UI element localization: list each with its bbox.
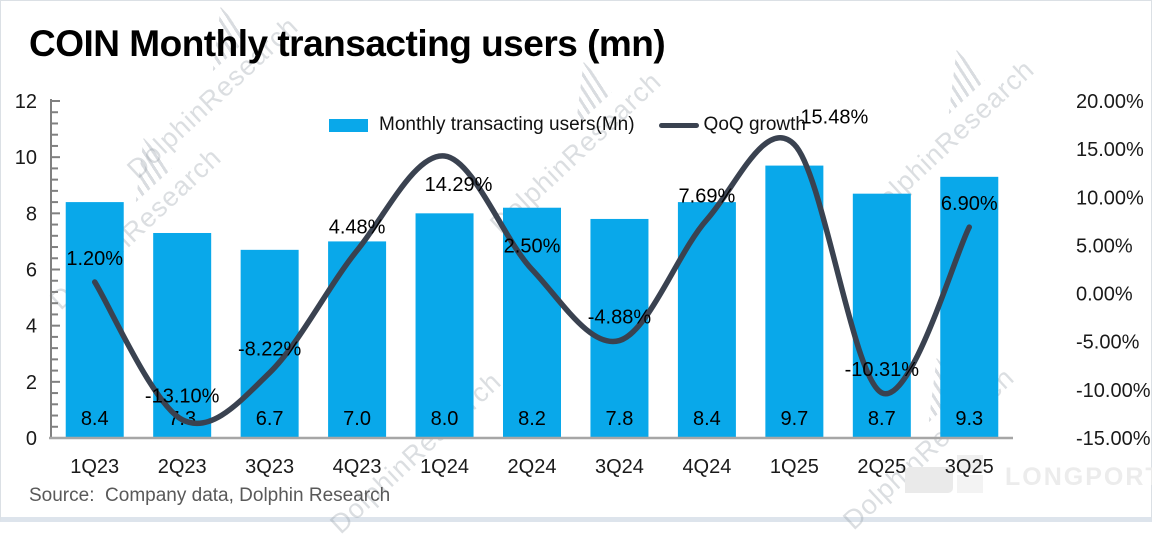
right-axis: 20.00% 15.00% 10.00% 5.00% 0.00% -5.00% -10.00…	[1076, 91, 1151, 450]
qoq-label: 1.20%	[66, 248, 123, 270]
qoq-label: 7.69%	[679, 186, 736, 208]
bar-3Q25	[940, 176, 999, 438]
left-axis-tick: 2	[26, 372, 37, 394]
x-label-2Q23: 2Q23	[158, 456, 207, 478]
x-axis-labels: 1Q23 2Q23 3Q23 4Q23 1Q24 2Q24 3Q24 4Q24 1Q25 2Q25…	[70, 456, 993, 478]
bar-value-label: 9.3	[955, 408, 983, 430]
right-axis-tick: -5.00%	[1076, 332, 1140, 354]
qoq-label: 2.50%	[504, 236, 561, 258]
left-axis-tick: 0	[26, 428, 37, 450]
x-label-4Q24: 4Q24	[682, 456, 731, 478]
legend-bar-label: Monthly transacting users(Mn)	[379, 114, 635, 135]
bar-value-label: 9.7	[780, 408, 808, 430]
qoq-label: -13.10%	[145, 386, 220, 408]
qoq-label: -4.88%	[588, 307, 652, 329]
right-axis-tick: 0.00%	[1076, 284, 1133, 306]
source-note: Source: Company data, Dolphin Research	[29, 485, 391, 506]
x-label-2Q24: 2Q24	[508, 456, 557, 478]
qoq-label: 15.48%	[800, 107, 868, 129]
qoq-label: -10.31%	[845, 359, 920, 381]
bar-value-label: 8.4	[693, 408, 721, 430]
x-label-1Q25: 1Q25	[770, 456, 819, 478]
x-label-3Q24: 3Q24	[595, 456, 644, 478]
left-axis-tick: 10	[15, 147, 37, 169]
right-axis-tick: 10.00%	[1076, 187, 1144, 209]
legend-bar-swatch	[329, 118, 368, 132]
legend-line-label: QoQ growth	[703, 114, 806, 135]
bar-value-label: 8.4	[81, 408, 109, 430]
x-label-1Q24: 1Q24	[420, 456, 469, 478]
right-axis-tick: 20.00%	[1076, 91, 1144, 113]
qoq-label: 6.90%	[941, 193, 998, 215]
legend: Monthly transacting users(Mn) QoQ growth	[329, 114, 806, 136]
qoq-label: 14.29%	[425, 174, 493, 196]
bar-value-label: 7.8	[606, 408, 634, 430]
line-labels: 1.20% -13.10% -8.22% 4.48% 14.29% 2.50% -4.88%…	[66, 107, 997, 408]
bar-1Q25	[765, 165, 824, 438]
bar-value-label: 7.0	[343, 408, 371, 430]
right-axis-tick: -10.00%	[1076, 380, 1151, 402]
bar-value-label: 8.7	[868, 408, 896, 430]
x-label-3Q23: 3Q23	[245, 456, 294, 478]
right-axis-tick: 5.00%	[1076, 235, 1133, 257]
longport-logo-text: LONGPORT	[1005, 463, 1152, 491]
bar-1Q24	[415, 213, 474, 438]
qoq-growth-line	[91, 135, 973, 427]
bar-3Q23	[240, 249, 299, 438]
chart-title: COIN Monthly transacting users (mn)	[29, 23, 666, 64]
left-axis-tick: 4	[26, 316, 37, 338]
combo-chart: 8.4 7.3 6.7 7.0 8.0 8.2 7.8 8.4 9.7 8.7 9.30246810…	[15, 91, 1151, 478]
longport-logo: LONGPORT	[905, 453, 1152, 493]
left-axis-tick: 8	[26, 203, 37, 225]
left-axis-tick: 6	[26, 260, 37, 282]
x-label-3Q25: 3Q25	[945, 456, 994, 478]
legend-line-swatch	[658, 122, 699, 128]
qoq-label: -8.22%	[238, 339, 302, 361]
left-axis-tick: 12	[15, 91, 37, 113]
x-label-2Q25: 2Q25	[857, 456, 906, 478]
bar-2Q25	[852, 193, 911, 438]
x-label-4Q23: 4Q23	[333, 456, 382, 478]
longport-bars-icon	[957, 453, 983, 493]
right-axis-tick: 15.00%	[1076, 139, 1144, 161]
bar-value-label: 6.7	[256, 408, 284, 430]
x-label-1Q23: 1Q23	[70, 456, 119, 478]
bar-value-label: 8.0	[431, 408, 459, 430]
left-axis: 0 2 4 6 8 10 12	[15, 91, 60, 450]
right-axis-tick: -15.00%	[1076, 428, 1151, 450]
bar-4Q24	[677, 202, 736, 438]
bars-series: 8.4 7.3 6.7 7.0 8.0 8.2 7.8 8.4 9.7 8.7 9.3	[65, 165, 999, 438]
longport-bubble-icon	[905, 467, 953, 493]
qoq-label: 4.48%	[329, 216, 386, 238]
bar-value-label: 8.2	[518, 408, 546, 430]
